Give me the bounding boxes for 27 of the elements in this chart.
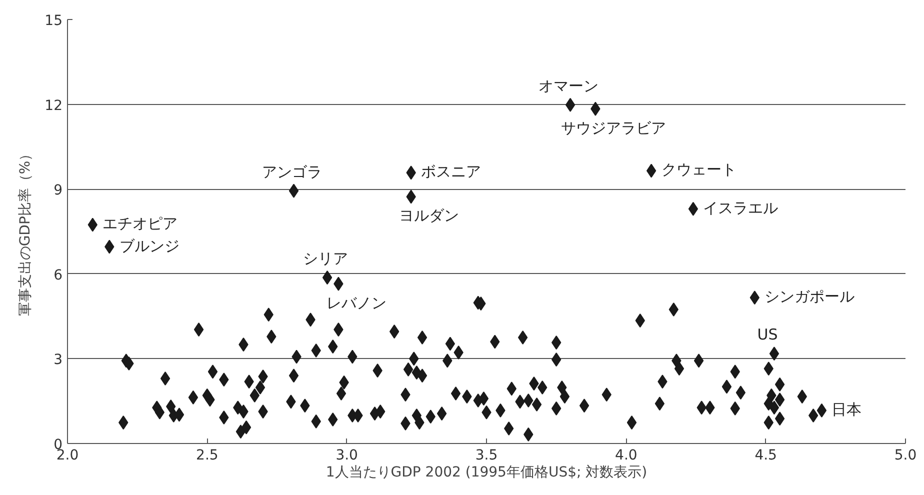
x-axis-title: 1人当たりGDP 2002 (1995年価格US$; 対数表示): [326, 464, 648, 480]
y-tick-label: 15: [44, 13, 63, 29]
annotation: シリア: [302, 250, 348, 268]
y-tick-label: 3: [54, 352, 63, 368]
x-tick-label: 4.5: [754, 448, 777, 464]
annotation: エチオピア: [102, 214, 178, 233]
x-tick-label: 5.0: [894, 448, 917, 464]
annotation: レバノン: [326, 294, 386, 312]
annotation: 日本: [832, 400, 862, 418]
y-tick-label: 6: [54, 267, 63, 284]
annotation: ヨルダン: [399, 206, 460, 225]
annotation: アンゴラ: [262, 162, 322, 181]
annotation: イスラエル: [703, 198, 778, 217]
x-tick-label: 3.0: [336, 448, 358, 464]
annotation: シンガポール: [764, 288, 855, 306]
annotation: サウジアラビア: [560, 118, 666, 137]
annotation: ボスニア: [421, 162, 482, 181]
annotation: オマーン: [538, 76, 598, 95]
y-tick-label: 12: [44, 98, 63, 114]
annotation: US: [757, 326, 778, 344]
annotation: クウェート: [661, 160, 736, 179]
x-tick-label: 3.5: [475, 448, 498, 464]
y-tick-label: 9: [54, 182, 63, 199]
y-axis-title: 軍事支出のGDP比率（%）: [18, 146, 34, 316]
annotation: ブルンジ: [119, 236, 180, 255]
x-tick-label: 4.0: [615, 448, 638, 464]
x-tick-label: 2.5: [196, 448, 218, 464]
